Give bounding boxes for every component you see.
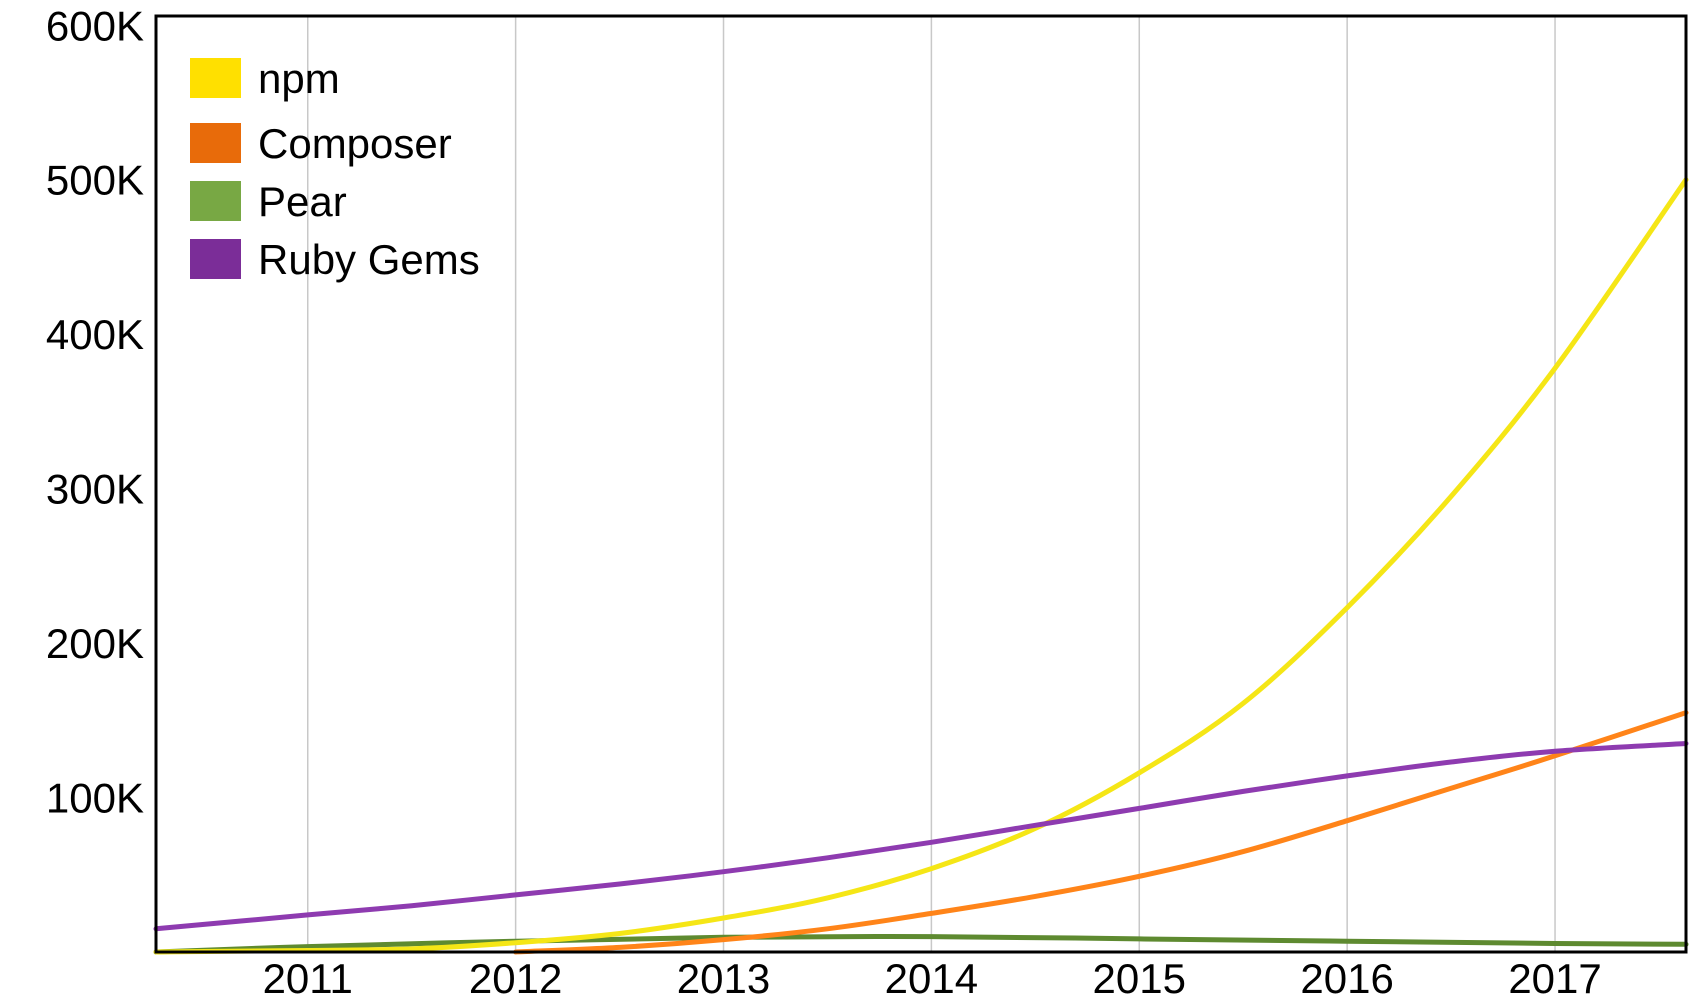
x-tick-label: 2015 [1093, 955, 1186, 1000]
x-tick-label: 2016 [1300, 955, 1393, 1000]
series-lines [153, 177, 1689, 955]
x-axis: 2011 2012 2013 2014 2015 2016 2017 [263, 955, 1602, 1002]
x-tick-label: 2017 [1508, 955, 1601, 1000]
x-tick-label: 2013 [677, 955, 770, 1000]
x-tick-label: 2014 [885, 955, 978, 1000]
series-line-composer [513, 710, 1689, 955]
legend: npm Composer Pear Ruby Gems [190, 55, 480, 283]
y-tick-label: 200K [46, 620, 144, 667]
legend-label-composer: Composer [258, 120, 452, 167]
y-axis: 100K 200K 300K 400K 500K 600K [46, 2, 144, 821]
legend-swatch-composer [190, 123, 241, 163]
legend-swatch-npm [190, 58, 241, 98]
legend-swatch-pear [190, 181, 241, 221]
y-tick-label: 300K [46, 466, 144, 513]
series-line-npm [153, 177, 1689, 955]
y-tick-label: 400K [46, 311, 144, 358]
y-tick-label: 600K [46, 2, 144, 49]
legend-label-ruby-gems: Ruby Gems [258, 236, 480, 283]
y-tick-label: 100K [46, 775, 144, 822]
series-line-ruby-gems [153, 741, 1689, 932]
y-tick-label: 500K [46, 157, 144, 204]
plot-frame [154, 14, 1688, 954]
legend-swatch-ruby-gems [190, 239, 241, 279]
legend-label-npm: npm [258, 55, 340, 102]
x-tick-label: 2011 [263, 955, 353, 1000]
gridlines [307, 16, 1556, 952]
series-line-pear [153, 933, 1689, 955]
legend-label-pear: Pear [258, 178, 347, 225]
x-tick-label: 2012 [469, 955, 562, 1000]
